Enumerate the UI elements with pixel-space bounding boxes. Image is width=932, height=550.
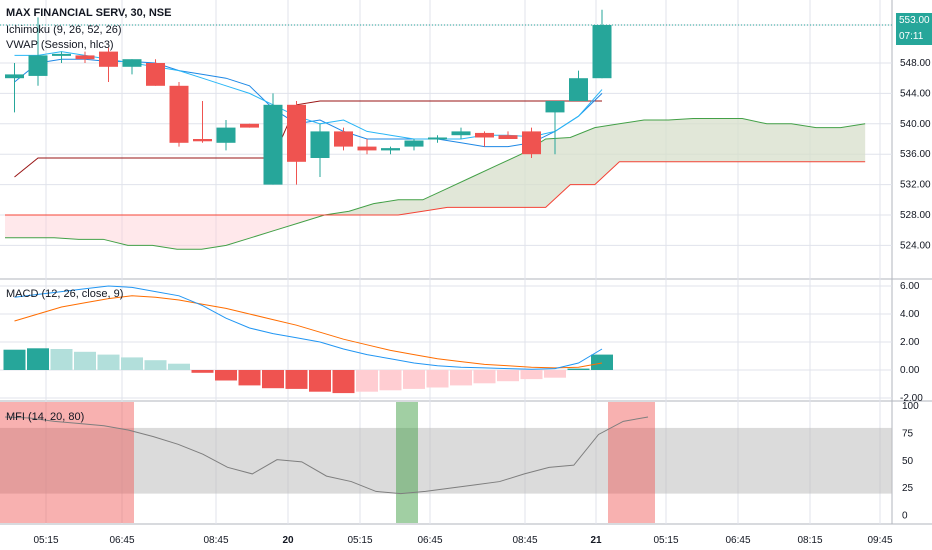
price-tick-label: 536.00 bbox=[900, 149, 931, 160]
candle-body bbox=[75, 55, 95, 60]
price-tick-label: 548.00 bbox=[900, 58, 931, 69]
kijun-sen-line bbox=[14, 100, 602, 178]
candle-body bbox=[99, 51, 118, 67]
candle-body bbox=[522, 131, 541, 155]
leading-span-b bbox=[5, 161, 866, 216]
time-tick-label: 05:15 bbox=[653, 535, 678, 546]
leading-span-a bbox=[5, 117, 866, 250]
macd-histogram-bar bbox=[168, 363, 190, 370]
time-tick-label: 05:15 bbox=[33, 535, 58, 546]
macd-tick-label: 4.00 bbox=[900, 309, 920, 320]
countdown-tag: 07:11 bbox=[896, 29, 932, 45]
mfi-line bbox=[4, 416, 649, 495]
macd-histogram-bar bbox=[144, 360, 167, 370]
time-tick-label: 08:45 bbox=[512, 535, 537, 546]
macd-histogram-bar bbox=[591, 354, 613, 370]
time-tick-label: 09:45 bbox=[867, 535, 892, 546]
candle-body bbox=[263, 104, 283, 185]
candle-body bbox=[592, 25, 612, 79]
macd-histogram-bar bbox=[262, 370, 284, 389]
macd-histogram-bar bbox=[567, 368, 590, 370]
macd-histogram-bar bbox=[332, 370, 355, 394]
candle-body bbox=[216, 127, 236, 143]
macd-histogram-bar bbox=[356, 370, 378, 392]
candle-body bbox=[122, 59, 142, 67]
cloud-fill-bullish bbox=[5, 118, 866, 215]
price-tick-label: 528.00 bbox=[900, 210, 931, 221]
ichimoku-legend[interactable]: Ichimoku (9, 26, 52, 26) bbox=[6, 24, 122, 36]
candle-body bbox=[428, 137, 447, 140]
candle-body bbox=[169, 85, 189, 143]
macd-tick-label: -2.00 bbox=[900, 393, 923, 404]
macd-legend[interactable]: MACD (12, 26, close, 9) bbox=[6, 288, 124, 300]
macd-tick-label: 0.00 bbox=[900, 365, 920, 376]
macd-tick-label: 2.00 bbox=[900, 337, 920, 348]
candle-body bbox=[287, 104, 306, 162]
macd-tick-label: 6.00 bbox=[900, 281, 920, 292]
time-tick-label: 06:45 bbox=[725, 535, 750, 546]
macd-histogram-bar bbox=[238, 370, 261, 386]
candle-body bbox=[28, 55, 48, 76]
candle-body bbox=[240, 123, 259, 128]
price-tick-label: 544.00 bbox=[900, 88, 931, 99]
macd-histogram-bar bbox=[121, 357, 143, 370]
candle-body bbox=[498, 135, 518, 139]
macd-histogram-bar bbox=[520, 370, 543, 380]
candle-body bbox=[52, 53, 71, 56]
macd-histogram-bar bbox=[309, 370, 331, 392]
time-tick-label: 06:45 bbox=[109, 535, 134, 546]
macd-signal-line bbox=[14, 295, 603, 369]
macd-histogram-bar bbox=[544, 370, 566, 378]
macd-histogram-bar bbox=[191, 370, 214, 373]
mfi-tick-label: 100 bbox=[902, 401, 919, 412]
macd-histogram-bar bbox=[403, 370, 425, 389]
mfi-legend[interactable]: MFI (14, 20, 80) bbox=[6, 411, 85, 423]
mfi-oversold-zone bbox=[396, 402, 418, 523]
candle-body bbox=[381, 148, 400, 151]
time-tick-label: 06:45 bbox=[417, 535, 442, 546]
macd-histogram-bar bbox=[426, 370, 449, 388]
vwap-legend[interactable]: VWAP (Session, hlc3) bbox=[6, 39, 114, 51]
price-tick-label: 540.00 bbox=[900, 119, 931, 130]
macd-histogram-bar bbox=[450, 370, 472, 386]
candle-body bbox=[357, 146, 377, 151]
candle-body bbox=[310, 131, 330, 158]
time-tick-label: 21 bbox=[590, 535, 602, 546]
candle-body bbox=[334, 131, 353, 147]
candle-body bbox=[193, 139, 212, 142]
macd-histogram-bar bbox=[27, 348, 49, 370]
candle-body bbox=[5, 74, 24, 79]
symbol-title: MAX FINANCIAL SERV, 30, NSE bbox=[6, 7, 172, 19]
macd-histogram-bar bbox=[285, 370, 308, 389]
macd-histogram-bar bbox=[3, 349, 26, 370]
mfi-tick-label: 50 bbox=[902, 456, 914, 467]
macd-histogram-bar bbox=[97, 354, 120, 370]
macd-histogram-bar bbox=[50, 349, 73, 370]
time-tick-label: 08:15 bbox=[797, 535, 822, 546]
time-tick-label: 20 bbox=[282, 535, 294, 546]
macd-histogram-bar bbox=[215, 370, 237, 381]
candle-body bbox=[146, 63, 165, 86]
price-tick-label: 524.00 bbox=[900, 240, 931, 251]
macd-line bbox=[14, 285, 603, 370]
candle-body bbox=[569, 78, 588, 101]
time-tick-label: 05:15 bbox=[347, 535, 372, 546]
macd-histogram-bar bbox=[74, 351, 96, 370]
mfi-tick-label: 0 bbox=[902, 511, 908, 522]
last-price-tag: 553.00 bbox=[896, 13, 932, 29]
candle-body bbox=[404, 140, 424, 147]
mfi-band bbox=[0, 427, 892, 494]
macd-histogram-bar bbox=[497, 370, 519, 382]
macd-histogram-bar bbox=[473, 370, 496, 384]
candle-body bbox=[545, 101, 565, 113]
candle-body bbox=[451, 131, 471, 136]
mfi-tick-label: 75 bbox=[902, 428, 914, 439]
macd-histogram-bar bbox=[379, 370, 402, 391]
mfi-tick-label: 25 bbox=[902, 483, 914, 494]
price-tick-label: 532.00 bbox=[900, 180, 931, 191]
mfi-overbought-zone bbox=[608, 402, 655, 523]
time-tick-label: 08:45 bbox=[203, 535, 228, 546]
candle-body bbox=[475, 132, 494, 138]
